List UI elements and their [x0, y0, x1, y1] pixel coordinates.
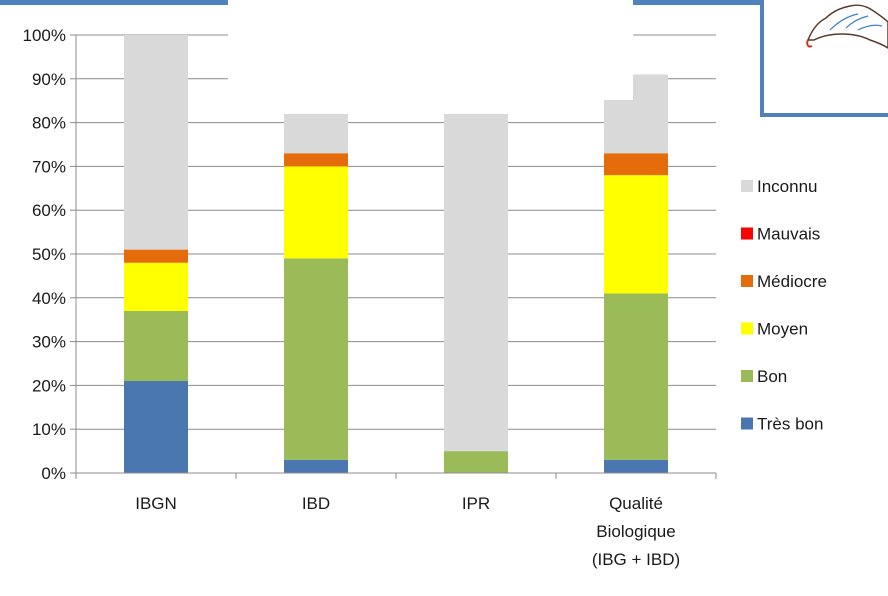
- legend-label: Médiocre: [757, 272, 827, 291]
- bar-segment: [284, 113, 348, 154]
- legend-label: Inconnu: [757, 177, 818, 196]
- map-inset-border-bottom: [760, 113, 888, 117]
- y-tick-label: 80%: [32, 114, 66, 133]
- legend-swatch: [741, 275, 753, 287]
- x-category-label: (IBG + IBD): [592, 550, 680, 569]
- accent-bar-left: [0, 0, 228, 5]
- legend-swatch: [741, 370, 753, 382]
- bar-stacks: [124, 35, 668, 473]
- map-marker-icon: [806, 39, 813, 48]
- accent-bar-right: [633, 0, 761, 5]
- x-category-label: IBGN: [135, 494, 177, 513]
- bar-segment: [124, 262, 188, 311]
- y-tick-label: 90%: [32, 70, 66, 89]
- y-tick-label: 20%: [32, 376, 66, 395]
- bar-segment: [284, 459, 348, 473]
- bar-segment: [124, 35, 188, 250]
- river-lines-icon: [829, 13, 883, 31]
- y-tick-label: 50%: [32, 245, 66, 264]
- decorative-frame: [0, 0, 888, 117]
- legend-label: Mauvais: [757, 225, 820, 244]
- legend-swatch: [741, 227, 753, 240]
- x-category-label: Biologique: [596, 522, 675, 541]
- bar-segment: [284, 166, 348, 259]
- bar-segment: [604, 175, 668, 294]
- bar-segment: [124, 381, 188, 473]
- legend-swatch: [741, 180, 753, 192]
- bar-segment: [444, 451, 508, 473]
- legend-swatch: [741, 417, 753, 430]
- bar-segment: [604, 293, 668, 460]
- y-tick-label: 30%: [32, 333, 66, 352]
- bar-segment: [124, 249, 188, 263]
- axes: [70, 34, 717, 479]
- y-tick-label: 0%: [41, 464, 66, 483]
- legend-label: Moyen: [757, 320, 808, 339]
- bar-segment: [124, 310, 188, 382]
- y-tick-label: 70%: [32, 157, 66, 176]
- y-tick-label: 100%: [23, 26, 66, 45]
- bar-segment: [604, 153, 668, 176]
- map-inset-border-left: [760, 0, 764, 116]
- y-tick-label: 40%: [32, 289, 66, 308]
- x-category-label: Qualité: [609, 494, 663, 513]
- bar-segment: [444, 113, 508, 452]
- blank-panel: [228, 0, 633, 100]
- y-tick-label: 60%: [32, 201, 66, 220]
- legend: Inconnu Mauvais Médiocre Moyen Bon Très bon: [741, 177, 827, 434]
- overlay-panels: [228, 0, 633, 100]
- y-tick-label: 10%: [32, 420, 66, 439]
- legend-label: Bon: [757, 367, 787, 386]
- legend-swatch: [741, 322, 753, 335]
- x-category-label: IPR: [462, 494, 490, 513]
- y-tick-labels: 0% 10% 20% 30% 40% 50% 60% 70% 80% 90% 100%: [23, 26, 66, 483]
- bar-segment: [284, 153, 348, 167]
- x-category-labels: IBGN IBD IPR Qualité Biologique (IBG + IBD): [135, 494, 680, 569]
- x-category-label: IBD: [302, 494, 330, 513]
- bar-segment: [604, 459, 668, 473]
- legend-label: Très bon: [757, 415, 823, 434]
- bar-segment: [284, 258, 348, 460]
